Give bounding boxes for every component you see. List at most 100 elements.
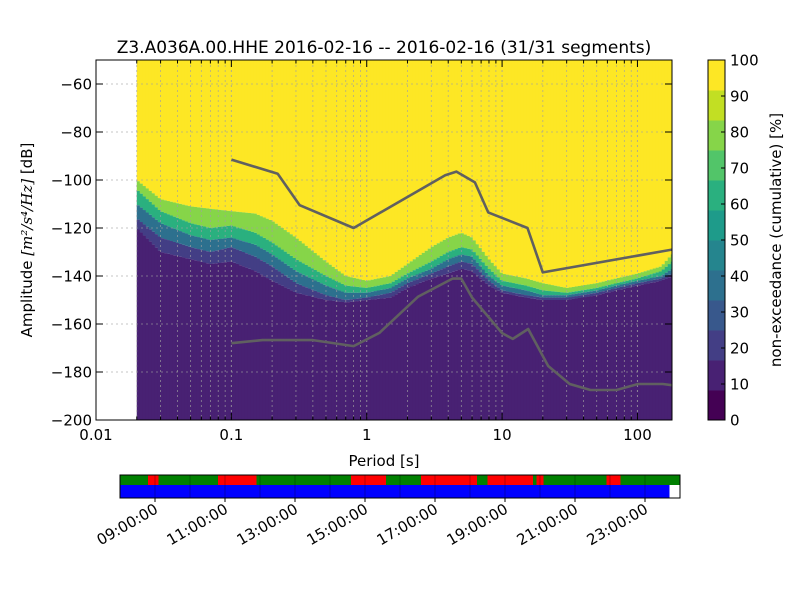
heatmap-cell [142, 224, 147, 236]
heatmap-cell [298, 284, 303, 294]
heatmap-cell [142, 235, 147, 420]
heatmap-cell [436, 264, 441, 271]
heatmap-cell [478, 266, 483, 273]
heatmap-cell [496, 287, 501, 291]
heatmap-cell [196, 237, 201, 250]
heatmap-cell [376, 290, 381, 296]
heatmap-cell [274, 245, 279, 258]
heatmap-cell [370, 286, 375, 292]
psd-heatmap [136, 60, 672, 420]
heatmap-cell [625, 60, 630, 276]
heatmap-cell [259, 274, 264, 420]
heatmap-cell [490, 287, 495, 420]
heatmap-cell [157, 236, 162, 251]
heatmap-cell [520, 284, 525, 290]
heatmap-cell [637, 60, 642, 274]
heatmap-cell [637, 280, 642, 283]
heatmap-cell [277, 271, 282, 285]
heatmap-cell [253, 60, 258, 214]
heatmap-cell [496, 282, 501, 288]
heatmap-cell [262, 249, 267, 262]
heatmap-cell [472, 60, 477, 241]
heatmap-cell [403, 60, 408, 266]
heatmap-cell [571, 286, 576, 292]
heatmap-cell [295, 283, 300, 294]
heatmap-cell [598, 294, 603, 420]
heatmap-cell [550, 285, 555, 292]
heatmap-cell [424, 275, 429, 281]
heatmap-cell [391, 296, 396, 420]
heatmap-cell [562, 300, 567, 420]
heatmap-cell [415, 284, 420, 420]
heatmap-cell [619, 289, 624, 420]
heatmap-cell [235, 239, 240, 250]
heatmap-cell [337, 290, 342, 299]
heatmap-cell [256, 272, 261, 420]
heatmap-cell [568, 294, 573, 298]
heatmap-cell [271, 255, 276, 268]
heatmap-cell [616, 282, 621, 286]
heatmap-cell [259, 216, 264, 237]
heatmap-cell [523, 290, 528, 296]
heatmap-cell [613, 60, 618, 279]
heatmap-cell [385, 283, 390, 289]
heatmap-cell [145, 60, 150, 189]
heatmap-cell [307, 277, 312, 289]
heatmap-cell [187, 234, 192, 247]
heatmap-cell [145, 199, 150, 213]
heatmap-cell [388, 292, 393, 298]
heatmap-cell [535, 60, 540, 282]
heatmap-cell [250, 60, 255, 214]
heatmap-cell [454, 234, 459, 250]
heatmap-cell [466, 263, 471, 271]
heatmap-cell [652, 279, 657, 283]
heatmap-cell [310, 289, 315, 297]
y-axis-label-units: [m²/s⁴/Hz] [18, 179, 36, 256]
heatmap-cell [607, 289, 612, 293]
heatmap-cell [235, 227, 240, 240]
heatmap-cell [649, 60, 654, 270]
heatmap-cell [301, 263, 306, 275]
heatmap-cell [193, 248, 198, 261]
heatmap-cell [523, 278, 528, 286]
heatmap-cell [463, 248, 468, 256]
heatmap-cell [529, 287, 534, 292]
heatmap-cell [412, 270, 417, 276]
heatmap-cell [184, 221, 189, 234]
heatmap-cell [493, 289, 498, 420]
heatmap-cell [181, 204, 186, 221]
heatmap-cell [163, 253, 168, 420]
heatmap-cell [481, 280, 486, 420]
heatmap-cell [616, 287, 621, 290]
heatmap-cell [250, 270, 255, 420]
heatmap-cell [214, 239, 219, 251]
heatmap-cell [217, 238, 222, 250]
heatmap-cell [355, 298, 360, 302]
heatmap-cell [220, 249, 225, 263]
heatmap-cell [625, 285, 630, 288]
heatmap-cell [664, 276, 669, 279]
heatmap-cell [442, 60, 447, 240]
heatmap-cell [181, 244, 186, 258]
heatmap-cell [250, 243, 255, 256]
heatmap-cell [328, 278, 333, 288]
heatmap-cell [607, 284, 612, 288]
heatmap-cell [406, 273, 411, 279]
heatmap-cell [550, 295, 555, 298]
heatmap-cell [466, 255, 471, 264]
heatmap-cell [184, 60, 189, 206]
heatmap-cell [244, 253, 249, 268]
heatmap-cell [430, 60, 435, 247]
heatmap-cell [406, 278, 411, 283]
heatmap-cell [445, 60, 450, 239]
heatmap-cell [457, 262, 462, 270]
heatmap-cell [433, 259, 438, 267]
heatmap-cell [583, 292, 588, 295]
heatmap-cell [544, 283, 549, 291]
heatmap-cell [301, 60, 306, 244]
heatmap-cell [583, 294, 588, 298]
heatmap-cell [334, 60, 339, 270]
heatmap-cell [553, 297, 558, 300]
heatmap-cell [247, 60, 252, 213]
heatmap-cell [214, 263, 219, 420]
